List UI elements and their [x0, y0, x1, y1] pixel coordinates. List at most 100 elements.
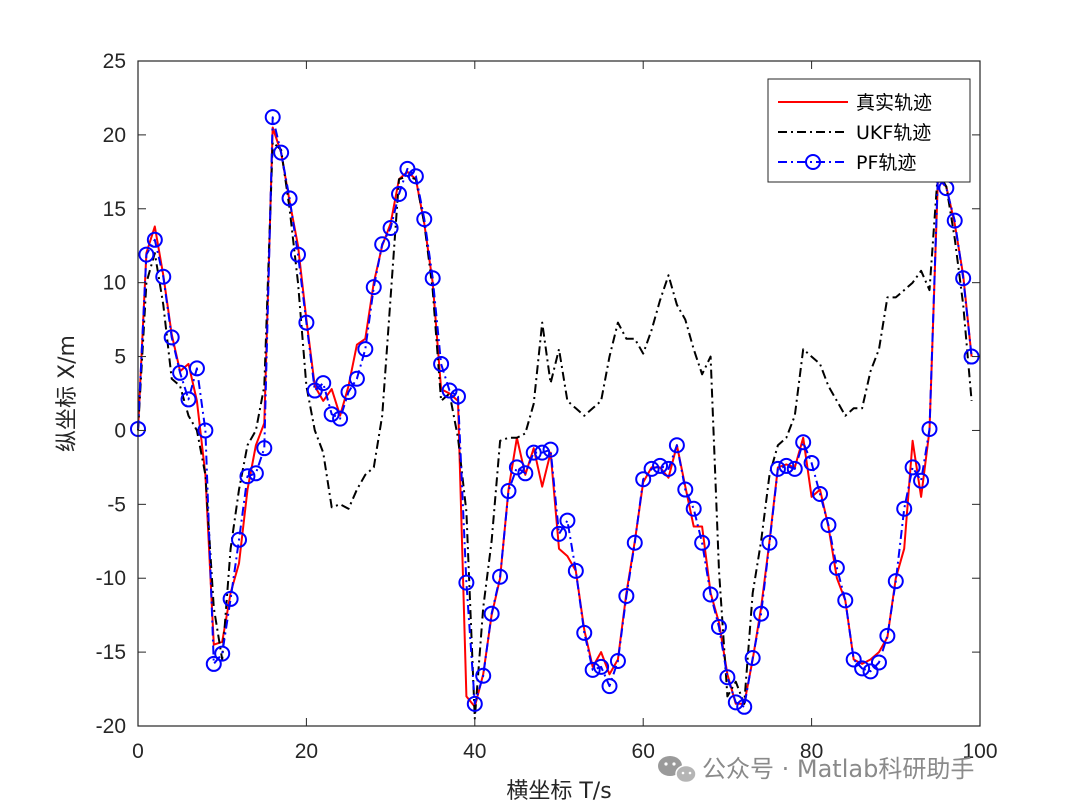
- x-tick-label: 60: [632, 740, 655, 763]
- data-point: [273, 144, 290, 161]
- data-point: [845, 651, 862, 668]
- data-point: [197, 422, 214, 439]
- data-point: [231, 531, 248, 548]
- data-point: [391, 186, 408, 202]
- data-point: [365, 279, 382, 296]
- y-axis-label: 纵坐标 X/m: [55, 335, 80, 452]
- y-tick-label: 15: [103, 198, 126, 221]
- data-point: [584, 661, 601, 678]
- data-point: [668, 437, 685, 454]
- data-point: [727, 694, 744, 711]
- data-point: [609, 652, 626, 669]
- data-point: [786, 460, 803, 477]
- data-point: [685, 500, 702, 517]
- data-point: [205, 655, 222, 672]
- data-point: [753, 605, 770, 622]
- data-point: [424, 270, 441, 287]
- series-line: [137, 116, 973, 708]
- x-tick-label: 100: [962, 740, 997, 763]
- series-layer: [130, 109, 980, 720]
- data-point: [348, 370, 365, 387]
- data-point: [458, 574, 475, 591]
- data-point: [323, 406, 340, 423]
- data-point: [955, 270, 972, 287]
- data-point: [407, 168, 424, 185]
- data-point: [795, 434, 812, 451]
- data-point: [256, 440, 273, 457]
- data-point: [357, 341, 374, 358]
- data-point: [188, 360, 205, 377]
- data-point: [710, 618, 727, 635]
- data-point: [222, 590, 239, 607]
- data-point: [862, 663, 879, 680]
- data-point: [812, 485, 829, 502]
- data-point: [264, 109, 281, 126]
- legend-label: 真实轨迹: [856, 92, 932, 114]
- data-point: [887, 573, 904, 590]
- data-point: [289, 246, 306, 263]
- data-point: [576, 624, 593, 641]
- x-axis-label: 横坐标 T/s: [506, 779, 611, 804]
- data-point: [778, 457, 795, 474]
- data-point: [281, 190, 298, 207]
- data-point: [677, 481, 694, 498]
- legend-label: PF轨迹: [856, 152, 916, 174]
- legend-label: UKF轨迹: [856, 122, 931, 144]
- data-point: [921, 420, 938, 437]
- y-tick-label: 0: [114, 419, 126, 442]
- data-point: [744, 650, 761, 667]
- data-point: [913, 472, 930, 489]
- data-point: [828, 559, 845, 576]
- data-point: [761, 534, 778, 551]
- y-tick-label: -5: [107, 493, 126, 516]
- data-point: [618, 587, 635, 604]
- data-point: [247, 465, 264, 482]
- y-tick-label: 20: [103, 124, 126, 147]
- data-point: [803, 454, 820, 471]
- data-point: [769, 460, 786, 477]
- y-tick-label: 5: [114, 346, 126, 369]
- y-tick-label: -10: [96, 567, 126, 590]
- data-point: [719, 669, 736, 686]
- legend-marker: [805, 154, 821, 170]
- data-point: [542, 441, 559, 458]
- data-point: [483, 605, 500, 622]
- data-point: [643, 460, 660, 477]
- data-point: [837, 592, 854, 609]
- data-point: [146, 231, 163, 248]
- wechat-icon: [658, 756, 697, 784]
- data-point: [138, 246, 155, 263]
- data-point: [332, 410, 349, 427]
- data-point: [551, 525, 567, 542]
- data-point: [854, 660, 871, 677]
- data-point: [500, 483, 517, 500]
- data-point: [559, 512, 576, 529]
- data-point: [433, 355, 450, 372]
- data-point: [340, 384, 357, 401]
- data-point: [315, 375, 332, 392]
- ticks-layer: 0 20 40 60 80 100 -20 -15 -10 -5 0 5 10 15 20 25: [96, 50, 998, 763]
- data-point: [382, 219, 399, 236]
- legend: 真实轨迹 UKF轨迹 PF轨迹: [767, 78, 971, 183]
- data-point: [180, 391, 197, 408]
- data-point: [702, 586, 719, 603]
- data-point: [534, 444, 551, 461]
- data-point: [896, 500, 913, 517]
- data-point: [492, 568, 509, 585]
- data-point: [946, 212, 963, 229]
- x-tick-label: 0: [132, 740, 144, 763]
- data-point: [567, 562, 584, 579]
- x-tick-label: 40: [463, 740, 486, 763]
- data-point: [660, 460, 677, 477]
- data-point: [694, 534, 711, 551]
- data-point: [601, 678, 618, 695]
- data-point: [904, 459, 921, 476]
- data-point: [449, 388, 466, 405]
- x-tick-label: 20: [295, 740, 318, 763]
- data-point: [416, 211, 433, 228]
- data-point: [374, 236, 391, 253]
- watermark: 公众号 · Matlab科研助手: [658, 755, 974, 784]
- data-point: [172, 364, 189, 381]
- y-tick-label: -15: [96, 641, 126, 664]
